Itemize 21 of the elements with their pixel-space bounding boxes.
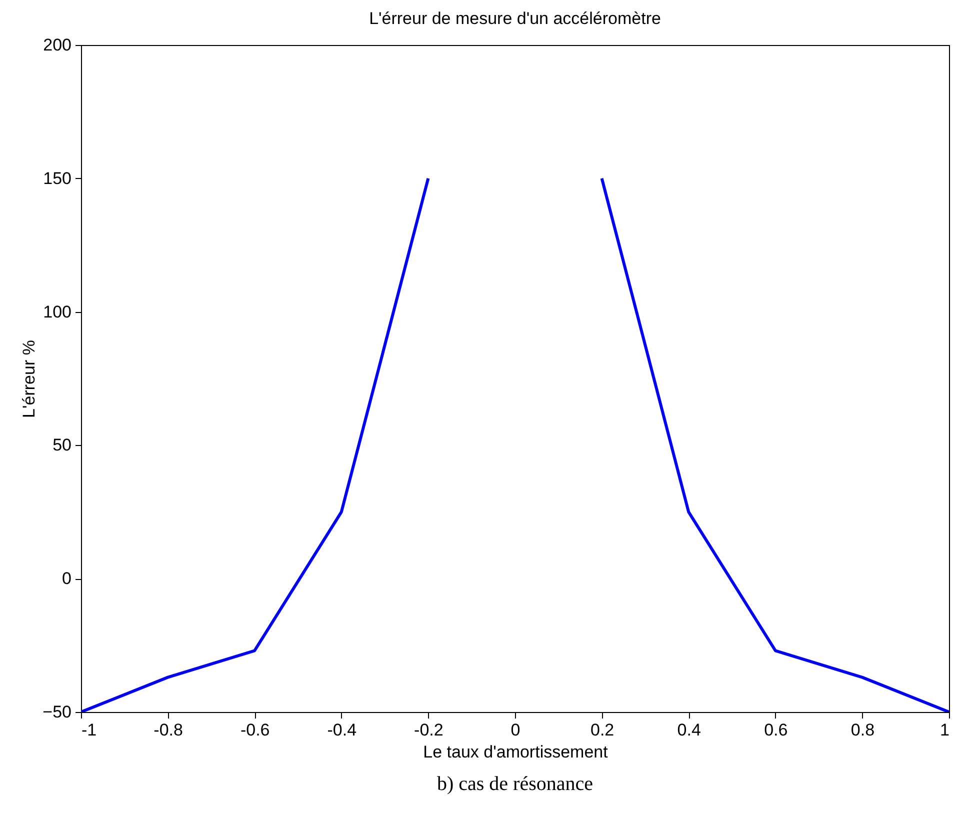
x-tick-label: -0.6 [240, 720, 270, 740]
x-tick-label: 1 [940, 720, 950, 740]
y-tick-label: 0 [62, 569, 72, 588]
chart-title: L'érreur de mesure d'un accéléromètre [369, 9, 661, 28]
x-tick-label: -0.2 [414, 720, 444, 740]
y-axis-title: L'érreur % [20, 340, 39, 418]
text: b) cas de résonance [436, 773, 594, 795]
x-tick-label: -0.4 [327, 720, 357, 740]
y-tick-label: 150 [43, 168, 72, 188]
x-tick-label: 0 [510, 720, 520, 740]
x-tick-label: -0.8 [154, 720, 183, 740]
x-tick-label: -1 [82, 720, 97, 740]
x-axis-title: Le taux d'amortissement [423, 742, 608, 762]
y-tick-label: 50 [52, 436, 72, 455]
y-tick-label: 200 [43, 36, 72, 54]
y-tick-label: −50 [42, 702, 72, 722]
x-tick-label: 0.4 [677, 720, 701, 740]
x-tick-label: 0.6 [764, 720, 788, 740]
x-tick-label: 0.8 [850, 720, 875, 740]
x-tick-label: 0.2 [590, 720, 614, 740]
y-tick-label: 100 [43, 302, 72, 322]
